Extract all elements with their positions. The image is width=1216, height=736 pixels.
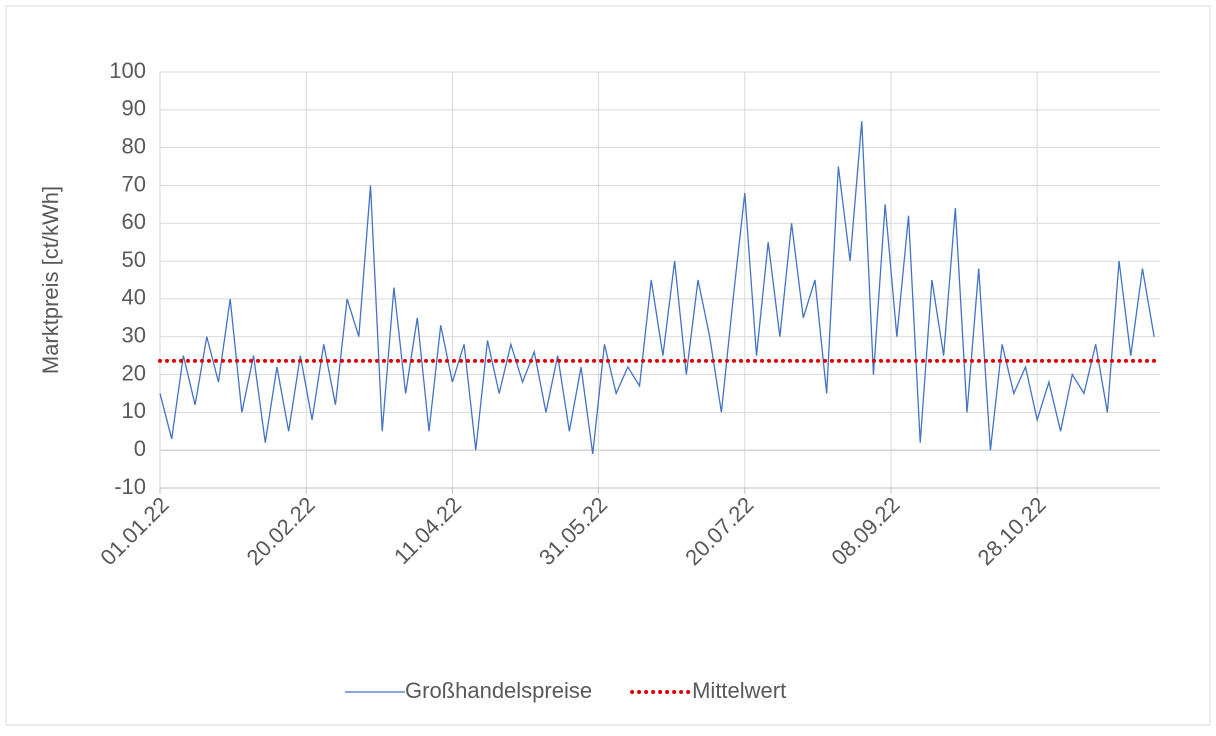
y-tick-label: 80 [122,133,146,158]
series-line [159,121,1155,455]
y-tick-label: 100 [109,58,146,83]
legend-label: Großhandelspreise [405,678,592,703]
y-tick-label: 60 [122,209,146,234]
y-tick-label: 20 [122,360,146,385]
y-tick-label: 0 [134,436,146,461]
y-tick-label: 70 [122,171,146,196]
y-tick-label: 90 [122,96,146,121]
y-tick-label: 30 [122,323,146,348]
y-tick-label: 10 [122,398,146,423]
chart-frame [5,5,1211,726]
y-tick-label: 50 [122,247,146,272]
y-axis-label: Marktpreis [ct/kWh] [38,186,63,374]
legend-label: Mittelwert [692,678,786,703]
y-tick-label: 40 [122,285,146,310]
y-tick-label: -10 [114,474,146,499]
